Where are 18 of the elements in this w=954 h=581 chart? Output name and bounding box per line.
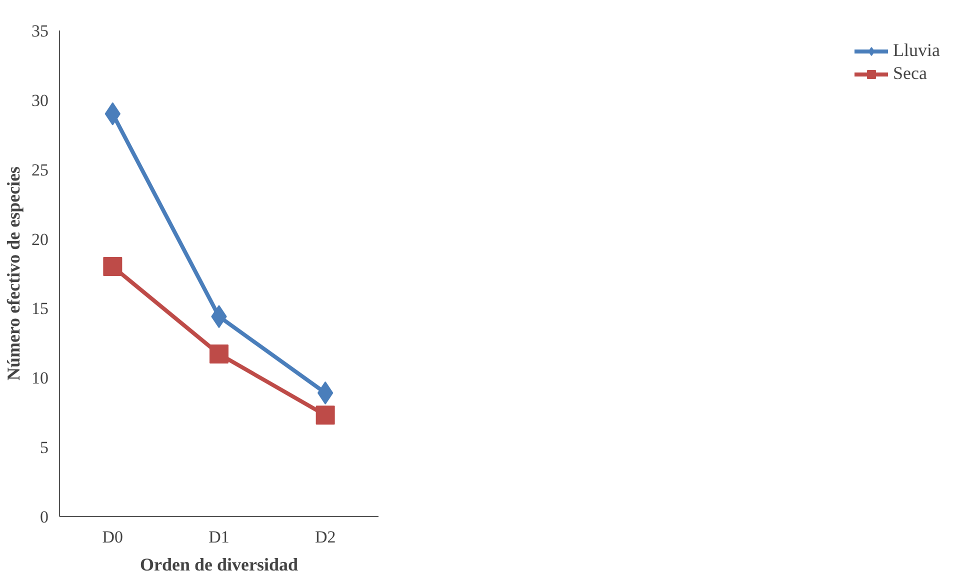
x-tick-label: D1 [208, 528, 230, 546]
y-tick-label: 20 [32, 230, 48, 249]
x-tick-label: D2 [314, 528, 336, 546]
legend-label: Seca [893, 63, 927, 84]
point [316, 406, 335, 425]
y-tick-label: 30 [32, 90, 48, 110]
y-axis-title: Número efectivo de especies [4, 166, 24, 381]
y-tick-label: 10 [32, 368, 48, 388]
y-tick-label: 35 [32, 22, 48, 40]
y-tick-label: 15 [32, 299, 48, 318]
point [210, 344, 228, 364]
y-tick-label: 0 [40, 508, 48, 526]
y-tick-label: 25 [32, 160, 48, 180]
x-tick-label: D0 [102, 528, 124, 546]
legend-label: Lluvia [893, 40, 940, 61]
point [103, 257, 122, 276]
y-tick-label: 5 [40, 438, 48, 458]
x-axis-title: Orden de diversidad [140, 554, 298, 574]
